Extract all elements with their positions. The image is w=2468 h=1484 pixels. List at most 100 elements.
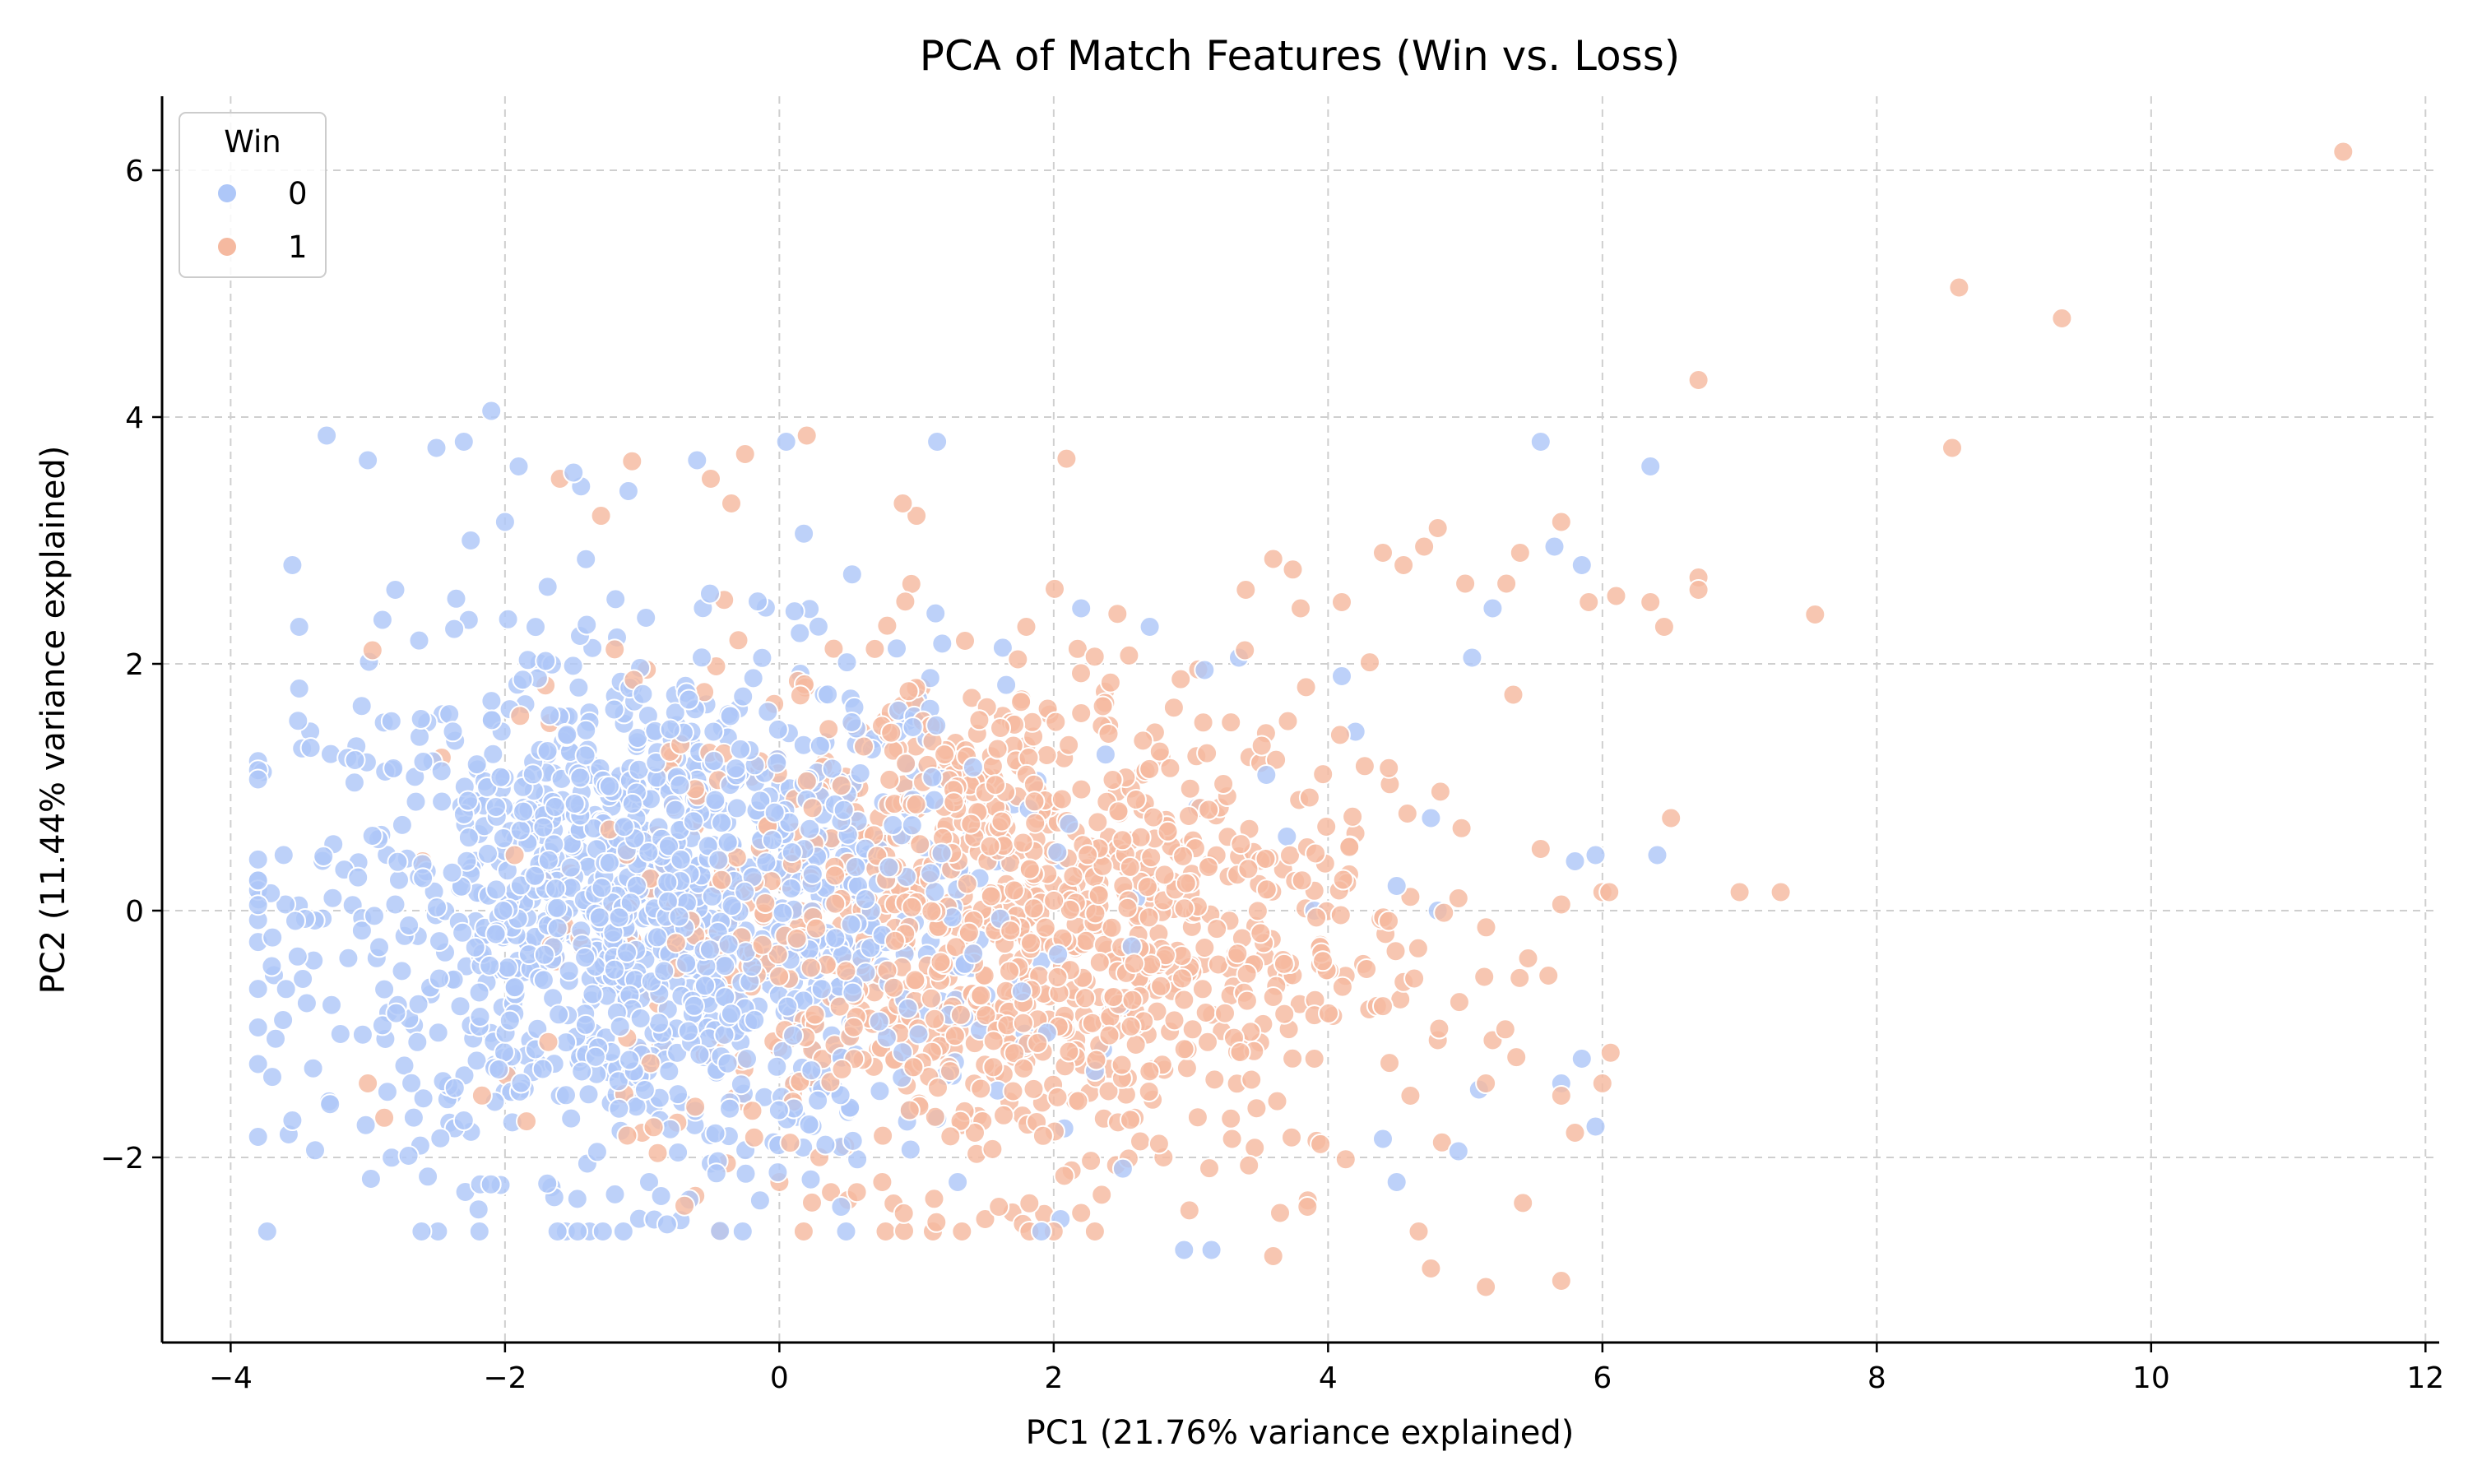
scatter-point-0 xyxy=(840,913,862,935)
scatter-point-0 xyxy=(322,887,344,909)
scatter-point-1 xyxy=(1948,276,1970,299)
scatter-point-0 xyxy=(667,1083,689,1106)
scatter-point-0 xyxy=(1385,875,1408,897)
scatter-point-1 xyxy=(1198,799,1220,821)
scatter-point-0 xyxy=(567,1221,589,1242)
scatter-point-1 xyxy=(1043,889,1065,911)
scatter-point-0 xyxy=(607,1070,629,1092)
scatter-point-0 xyxy=(517,649,539,671)
scatter-point-0 xyxy=(571,1060,593,1083)
scatter-point-1 xyxy=(990,717,1011,739)
scatter-point-1 xyxy=(960,813,982,835)
scatter-point-0 xyxy=(747,591,768,613)
scatter-point-0 xyxy=(897,998,919,1019)
scatter-point-0 xyxy=(677,1020,699,1042)
scatter-point-1 xyxy=(786,928,808,949)
scatter-point-0 xyxy=(635,607,657,628)
scatter-point-0 xyxy=(556,724,578,746)
scatter-point-0 xyxy=(285,910,306,932)
scatter-point-0 xyxy=(782,1024,804,1046)
scatter-point-1 xyxy=(1015,616,1037,638)
scatter-point-1 xyxy=(901,896,923,918)
scatter-point-0 xyxy=(799,818,821,840)
scatter-point-1 xyxy=(1728,881,1751,903)
scatter-point-0 xyxy=(841,563,863,586)
scatter-point-0 xyxy=(449,995,471,1018)
scatter-point-0 xyxy=(1570,1048,1593,1069)
scatter-point-1 xyxy=(1281,1126,1302,1148)
scatter-point-0 xyxy=(925,602,947,624)
x-tick-label: 0 xyxy=(770,1361,789,1395)
scatter-point-0 xyxy=(384,893,406,916)
scatter-point-1 xyxy=(1130,826,1152,848)
scatter-point-1 xyxy=(1291,870,1313,892)
scatter-point-1 xyxy=(964,1122,986,1143)
scatter-point-1 xyxy=(982,1056,1004,1078)
x-tick-label: 2 xyxy=(1044,1361,1063,1395)
scatter-point-0 xyxy=(761,829,783,851)
scatter-point-0 xyxy=(429,1127,452,1149)
scatter-point-0 xyxy=(438,703,461,726)
scatter-point-1 xyxy=(1087,811,1109,833)
scatter-point-0 xyxy=(670,848,692,870)
scatter-point-1 xyxy=(1227,943,1249,965)
scatter-point-1 xyxy=(1312,950,1334,972)
scatter-point-0 xyxy=(1420,807,1442,829)
scatter-point-1 xyxy=(1058,1041,1080,1063)
scatter-point-0 xyxy=(513,800,534,823)
scatter-point-0 xyxy=(735,1162,757,1185)
scatter-point-1 xyxy=(1088,951,1111,973)
scatter-point-1 xyxy=(1195,1002,1217,1023)
x-tick-label: 6 xyxy=(1593,1361,1612,1395)
scatter-point-0 xyxy=(247,1053,269,1075)
scatter-point-0 xyxy=(629,1008,652,1029)
scatter-point-0 xyxy=(809,735,831,757)
scatter-point-0 xyxy=(616,941,638,963)
scatter-point-1 xyxy=(1077,844,1099,866)
scatter-point-0 xyxy=(619,892,642,914)
scatter-point-0 xyxy=(704,789,726,811)
scatter-point-0 xyxy=(1385,1171,1408,1193)
scatter-point-1 xyxy=(1295,676,1317,698)
scatter-point-0 xyxy=(901,814,923,837)
scatter-point-0 xyxy=(509,819,531,842)
scatter-point-1 xyxy=(1505,1046,1528,1069)
scatter-point-1 xyxy=(1393,554,1415,576)
scatter-point-1 xyxy=(823,638,845,660)
scatter-point-0 xyxy=(357,449,379,471)
scatter-point-1 xyxy=(1120,1015,1142,1037)
scatter-point-1 xyxy=(789,684,811,707)
scatter-point-0 xyxy=(734,880,756,902)
scatter-point-0 xyxy=(658,1060,680,1083)
scatter-point-0 xyxy=(281,554,304,576)
scatter-point-1 xyxy=(1331,591,1352,613)
scatter-point-0 xyxy=(586,1141,608,1163)
scatter-point-1 xyxy=(818,718,840,740)
scatter-point-0 xyxy=(482,743,504,765)
scatter-point-0 xyxy=(1447,1140,1469,1162)
scatter-point-0 xyxy=(699,939,721,961)
scatter-point-1 xyxy=(894,591,916,613)
scatter-point-1 xyxy=(1770,881,1792,903)
scatter-point-0 xyxy=(608,1097,630,1120)
scatter-point-0 xyxy=(721,895,743,917)
scatter-point-1 xyxy=(1282,1047,1304,1069)
scatter-point-1 xyxy=(943,791,965,814)
scatter-point-1 xyxy=(1162,697,1185,719)
scatter-point-1 xyxy=(1067,1090,1089,1112)
scatter-point-0 xyxy=(522,763,544,786)
scatter-point-0 xyxy=(657,890,679,912)
scatter-point-1 xyxy=(1250,735,1273,757)
scatter-point-1 xyxy=(958,921,980,944)
scatter-point-1 xyxy=(1150,975,1172,997)
scatter-point-1 xyxy=(930,951,952,973)
scatter-point-1 xyxy=(1273,953,1295,975)
scatter-point-0 xyxy=(299,737,322,759)
x-tick-label: 12 xyxy=(2406,1361,2444,1395)
scatter-point-1 xyxy=(801,1191,823,1213)
scatter-point-1 xyxy=(1230,833,1252,856)
scatter-point-0 xyxy=(931,633,953,655)
scatter-point-1 xyxy=(779,1132,801,1154)
scatter-point-1 xyxy=(1173,989,1195,1011)
